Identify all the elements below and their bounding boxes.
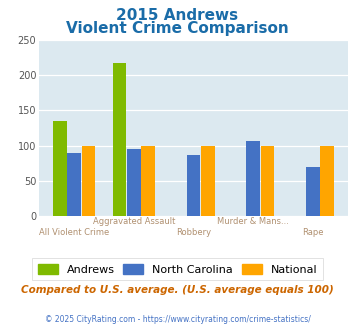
Bar bbox=[141, 146, 155, 216]
Bar bbox=[127, 149, 141, 216]
Bar bbox=[201, 146, 215, 216]
Bar bbox=[246, 141, 260, 216]
Text: Rape: Rape bbox=[302, 228, 323, 237]
Text: Murder & Mans...: Murder & Mans... bbox=[217, 217, 289, 226]
Bar bbox=[320, 146, 334, 216]
Text: Violent Crime Comparison: Violent Crime Comparison bbox=[66, 21, 289, 36]
Bar bbox=[53, 121, 67, 216]
Text: 2015 Andrews: 2015 Andrews bbox=[116, 8, 239, 23]
Text: Aggravated Assault: Aggravated Assault bbox=[93, 217, 175, 226]
Text: All Violent Crime: All Violent Crime bbox=[39, 228, 109, 237]
Text: Robbery: Robbery bbox=[176, 228, 211, 237]
Bar bbox=[67, 152, 81, 216]
Bar bbox=[82, 146, 95, 216]
Bar bbox=[261, 146, 274, 216]
Bar bbox=[306, 167, 320, 216]
Text: © 2025 CityRating.com - https://www.cityrating.com/crime-statistics/: © 2025 CityRating.com - https://www.city… bbox=[45, 315, 310, 324]
Bar bbox=[187, 155, 200, 216]
Legend: Andrews, North Carolina, National: Andrews, North Carolina, National bbox=[32, 258, 323, 280]
Bar bbox=[113, 63, 126, 216]
Text: Compared to U.S. average. (U.S. average equals 100): Compared to U.S. average. (U.S. average … bbox=[21, 285, 334, 295]
